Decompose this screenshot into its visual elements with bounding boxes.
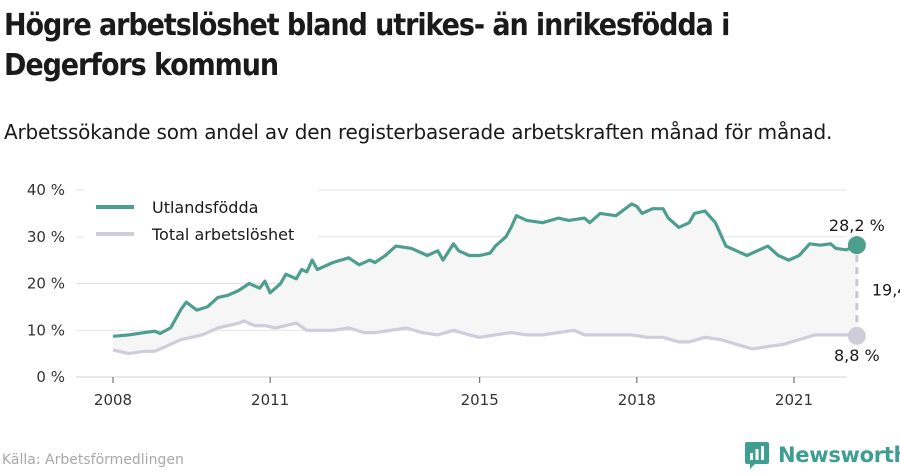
source-note: Källa: Arbetsförmedlingen bbox=[2, 452, 184, 468]
end-point-utlandsfodda bbox=[847, 236, 866, 255]
end-label-total: 8,8 % bbox=[834, 346, 880, 365]
end-label-utlandsfodda: 28,2 % bbox=[829, 216, 885, 235]
y-tick-label: 40 % bbox=[27, 181, 65, 199]
legend: Utlandsfödda Total arbetslöshet bbox=[84, 188, 318, 252]
series-line-utlandsfodda bbox=[112, 202, 858, 338]
x-tick-label: 2018 bbox=[618, 391, 656, 409]
gap-area bbox=[113, 204, 857, 354]
y-axis-labels: 0 % 10 % 20 % 30 % 40 % bbox=[27, 181, 65, 386]
y-tick-label: 20 % bbox=[27, 275, 65, 293]
end-point-total bbox=[847, 326, 866, 345]
line-chart: 0 % 10 % 20 % 30 % 40 % 2008 2011 2015 2018 2021… bbox=[27, 181, 900, 409]
difference-label: 19,4 % bbox=[872, 281, 900, 300]
legend-label-total: Total arbetslöshet bbox=[151, 225, 294, 244]
series-line-total-arbetsloshet bbox=[112, 319, 858, 356]
x-tick-label: 2021 bbox=[775, 391, 813, 409]
x-axis: 2008 2011 2015 2018 2021 bbox=[94, 377, 813, 409]
legend-label-utlandsfodda: Utlandsfödda bbox=[152, 198, 258, 217]
y-tick-label: 10 % bbox=[27, 321, 65, 339]
x-tick-label: 2008 bbox=[94, 391, 132, 409]
newsworthy-logo: Newsworthy bbox=[744, 440, 900, 470]
y-tick-label: 30 % bbox=[27, 228, 65, 246]
x-tick-label: 2011 bbox=[251, 391, 289, 409]
x-tick-label: 2015 bbox=[461, 391, 499, 409]
chart-title: Högre arbetslöshet bland utrikes- än inr… bbox=[4, 8, 730, 83]
newsworthy-logo-icon bbox=[745, 442, 769, 469]
y-tick-label: 0 % bbox=[36, 368, 65, 386]
newsworthy-brand-text: Newsworthy bbox=[778, 443, 900, 467]
chart-subtitle: Arbetssökande som andel av den registerb… bbox=[4, 120, 833, 144]
